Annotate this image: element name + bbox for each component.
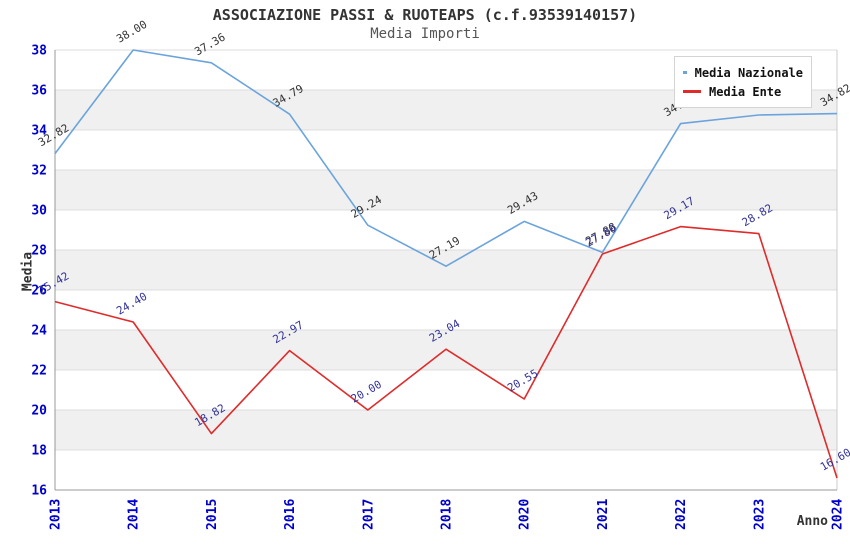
y-tick-label: 38 [31, 44, 47, 59]
y-tick-label: 20 [31, 404, 47, 419]
x-tick-label: 2020 [518, 499, 533, 530]
x-axis-title: Anno [796, 514, 828, 529]
legend-line-swatch [683, 71, 687, 74]
x-tick-label: 2022 [674, 499, 689, 530]
x-tick-label: 2021 [596, 499, 611, 530]
plot-band [55, 410, 837, 450]
y-tick-label: 26 [31, 284, 47, 299]
x-tick-label: 2013 [49, 499, 64, 530]
y-tick-label: 34 [31, 124, 47, 139]
point-label-nazionale: 37.36 [192, 31, 227, 59]
x-tick-label: 2014 [127, 499, 142, 530]
plot-band [55, 170, 837, 210]
y-tick-label: 32 [31, 164, 47, 179]
y-tick-label: 24 [31, 324, 47, 339]
legend-item: Media Ente [683, 82, 803, 101]
plot-band [55, 250, 837, 290]
series-line-nazionale [54, 49, 838, 268]
y-tick-label: 18 [31, 444, 47, 459]
y-tick-label: 30 [31, 204, 47, 219]
y-tick-label: 28 [31, 244, 47, 259]
y-axis-title: Media [20, 251, 36, 292]
y-tick-label: 22 [31, 364, 47, 379]
legend: Media Nazionale Media Ente [674, 56, 812, 108]
y-tick-label: 16 [31, 484, 47, 499]
point-label-ente: 24.40 [114, 290, 149, 318]
x-tick-label: 2017 [361, 499, 376, 530]
chart-title: ASSOCIAZIONE PASSI & RUOTEAPS (c.f.93539… [212, 6, 638, 24]
x-tick-label: 2023 [752, 499, 767, 530]
point-label-nazionale: 38.00 [114, 18, 149, 46]
y-tick-label: 36 [31, 84, 47, 99]
series-line-ente [54, 225, 838, 479]
point-label-ente: 20.55 [505, 367, 540, 395]
legend-line-swatch [683, 90, 701, 93]
x-tick-label: 2024 [831, 499, 846, 530]
legend-item: Media Nazionale [683, 63, 803, 82]
legend-label: Media Ente [709, 84, 782, 99]
legend-label: Media Nazionale [694, 65, 803, 80]
x-tick-label: 2018 [440, 499, 455, 530]
chart-subtitle: Media Importi [370, 26, 480, 42]
x-tick-label: 2015 [205, 499, 220, 530]
x-tick-label: 2016 [283, 499, 298, 530]
point-label-ente: 25.42 [36, 269, 71, 297]
